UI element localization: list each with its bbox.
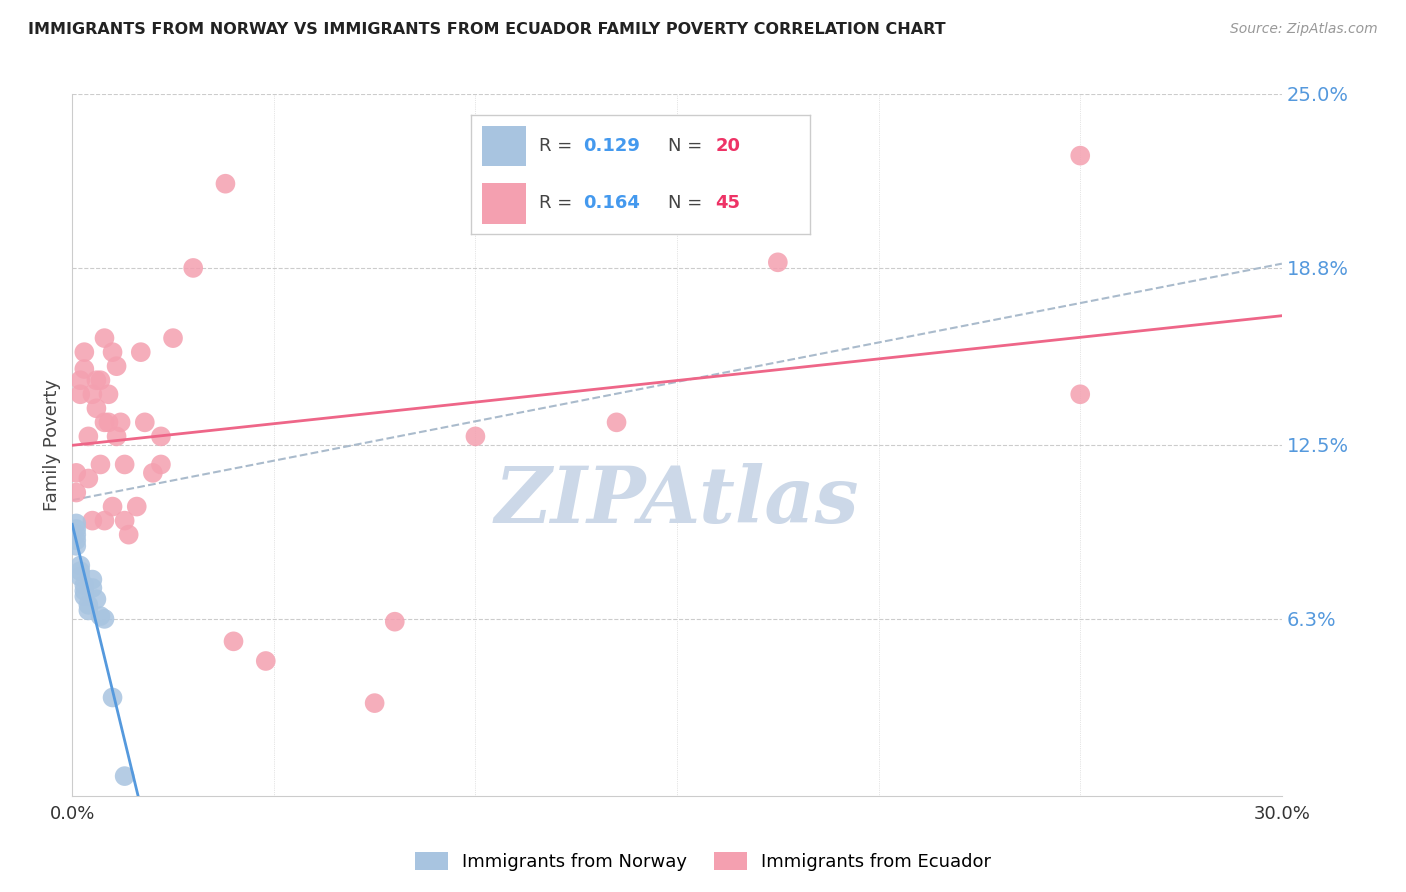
Point	[93, 612, 115, 626]
Point	[65, 522, 87, 536]
Point	[114, 769, 136, 783]
Point	[65, 466, 87, 480]
Point	[1069, 387, 1091, 401]
Point	[129, 345, 152, 359]
Point	[1069, 148, 1091, 162]
Point	[363, 696, 385, 710]
Point	[97, 387, 120, 401]
Point	[101, 690, 124, 705]
Point	[65, 516, 87, 531]
Point	[65, 533, 87, 548]
Point	[101, 345, 124, 359]
Point	[125, 500, 148, 514]
Point	[142, 466, 165, 480]
Point	[114, 514, 136, 528]
Point	[97, 415, 120, 429]
Point	[105, 359, 128, 374]
Point	[93, 331, 115, 345]
Point	[69, 564, 91, 578]
Point	[65, 485, 87, 500]
Point	[69, 387, 91, 401]
Point	[69, 373, 91, 387]
Point	[118, 527, 141, 541]
Point	[73, 362, 96, 376]
Point	[89, 458, 111, 472]
Point	[82, 581, 104, 595]
Point	[73, 578, 96, 592]
Point	[86, 401, 108, 416]
Point	[766, 255, 789, 269]
Point	[86, 592, 108, 607]
Text: ZIPAtlas: ZIPAtlas	[495, 463, 859, 539]
Point	[82, 514, 104, 528]
Y-axis label: Family Poverty: Family Poverty	[44, 379, 60, 511]
Point	[101, 500, 124, 514]
Point	[105, 429, 128, 443]
Text: Source: ZipAtlas.com: Source: ZipAtlas.com	[1230, 22, 1378, 37]
Point	[86, 373, 108, 387]
Point	[149, 429, 172, 443]
Point	[149, 458, 172, 472]
Point	[114, 458, 136, 472]
Point	[214, 177, 236, 191]
Point	[110, 415, 132, 429]
Point	[82, 387, 104, 401]
Point	[65, 527, 87, 541]
Point	[162, 331, 184, 345]
Point	[77, 471, 100, 485]
Point	[254, 654, 277, 668]
Point	[464, 429, 486, 443]
Point	[73, 345, 96, 359]
Point	[69, 558, 91, 573]
Point	[606, 415, 628, 429]
Legend: Immigrants from Norway, Immigrants from Ecuador: Immigrants from Norway, Immigrants from …	[408, 845, 998, 879]
Point	[93, 514, 115, 528]
Point	[222, 634, 245, 648]
Point	[181, 260, 204, 275]
Point	[77, 429, 100, 443]
Point	[82, 573, 104, 587]
Point	[93, 415, 115, 429]
Point	[73, 583, 96, 598]
Text: IMMIGRANTS FROM NORWAY VS IMMIGRANTS FROM ECUADOR FAMILY POVERTY CORRELATION CHA: IMMIGRANTS FROM NORWAY VS IMMIGRANTS FRO…	[28, 22, 946, 37]
Point	[384, 615, 406, 629]
Point	[77, 598, 100, 612]
Point	[69, 570, 91, 584]
Point	[77, 603, 100, 617]
Point	[89, 373, 111, 387]
Point	[134, 415, 156, 429]
Point	[65, 539, 87, 553]
Point	[89, 609, 111, 624]
Point	[73, 590, 96, 604]
